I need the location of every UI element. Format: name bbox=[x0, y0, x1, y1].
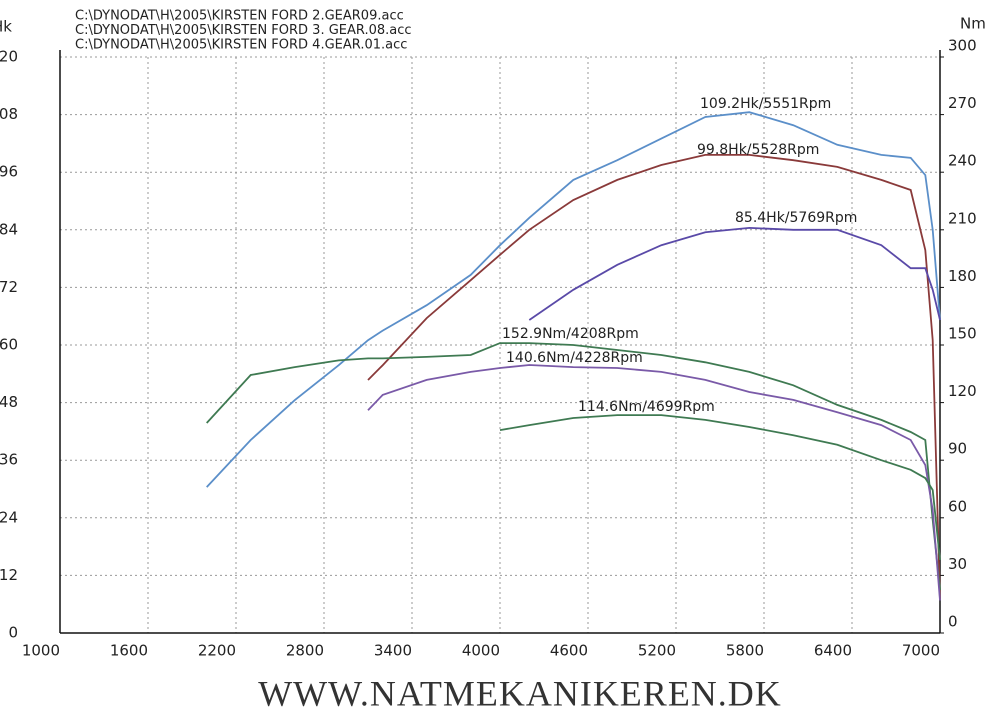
y2-tick-label: 270 bbox=[948, 94, 977, 112]
y2-tick-label: 120 bbox=[948, 382, 977, 400]
annotation: 85.4Hk/5769Rpm bbox=[735, 210, 857, 226]
series-line bbox=[206, 111, 941, 488]
y2-tick-label: 300 bbox=[948, 37, 977, 55]
file-name: C:\DYNODAT\H\2005\KIRSTEN FORD 4.GEAR.01… bbox=[75, 38, 407, 53]
y-tick-label: 108 bbox=[0, 105, 18, 123]
y2-tick-label: 150 bbox=[948, 325, 977, 343]
y-tick-label: 96 bbox=[0, 163, 18, 181]
y-tick-label: 120 bbox=[0, 48, 18, 66]
series-line bbox=[528, 226, 941, 321]
y2-tick-label: 180 bbox=[948, 267, 977, 285]
annotation: 99.8Hk/5528Rpm bbox=[697, 142, 819, 158]
x-tick-label: 2200 bbox=[198, 642, 236, 660]
annotation: 114.6Nm/4699Rpm bbox=[578, 399, 715, 415]
y2-tick-label: 60 bbox=[948, 497, 967, 515]
y-tick-label: 36 bbox=[0, 451, 18, 469]
y-tick-label: 48 bbox=[0, 393, 18, 411]
series-line bbox=[499, 414, 941, 561]
x-tick-label: 5200 bbox=[638, 642, 676, 660]
y2-tick-label: 0 bbox=[948, 613, 958, 631]
x-tick-label: 5800 bbox=[726, 642, 764, 660]
x-tick-label: 2800 bbox=[286, 642, 324, 660]
annotation: 152.9Nm/4208Rpm bbox=[502, 326, 639, 342]
y-tick-label: 12 bbox=[0, 566, 18, 584]
y2-tick-label: 240 bbox=[948, 152, 977, 170]
x-tick-label: 7000 bbox=[902, 642, 940, 660]
y2-tick-label: 30 bbox=[948, 555, 967, 573]
file-name: C:\DYNODAT\H\2005\KIRSTEN FORD 3. GEAR.0… bbox=[75, 23, 412, 38]
y-tick-label: 84 bbox=[0, 220, 18, 238]
footer: WWW.NATMEKANIKEREN.DK bbox=[258, 673, 782, 713]
annotation: 140.6Nm/4228Rpm bbox=[506, 350, 643, 366]
y2-tick-label: 90 bbox=[948, 440, 967, 458]
y-tick-label: 60 bbox=[0, 336, 18, 354]
y-axis-label: Hk bbox=[0, 18, 12, 36]
x-tick-label: 4000 bbox=[462, 642, 500, 660]
series-line bbox=[206, 342, 941, 591]
x-tick-label: 3400 bbox=[374, 642, 412, 660]
y-tick-label: 24 bbox=[0, 508, 18, 526]
series-line bbox=[367, 364, 941, 601]
annotation: 109.2Hk/5551Rpm bbox=[700, 96, 831, 112]
y2-tick-label: 210 bbox=[948, 209, 977, 227]
x-tick-label: 6400 bbox=[814, 642, 852, 660]
file-name: C:\DYNODAT\H\2005\KIRSTEN FORD 2.GEAR09.… bbox=[75, 9, 404, 24]
y-tick-label: 72 bbox=[0, 278, 18, 296]
x-tick-label: 4600 bbox=[550, 642, 588, 660]
x-tick-label: 1000 bbox=[22, 642, 60, 660]
y2-axis-label: Nm bbox=[960, 15, 986, 33]
y-tick-label: 0 bbox=[8, 624, 18, 642]
series-line bbox=[367, 154, 941, 600]
x-tick-label: 1600 bbox=[110, 642, 148, 660]
